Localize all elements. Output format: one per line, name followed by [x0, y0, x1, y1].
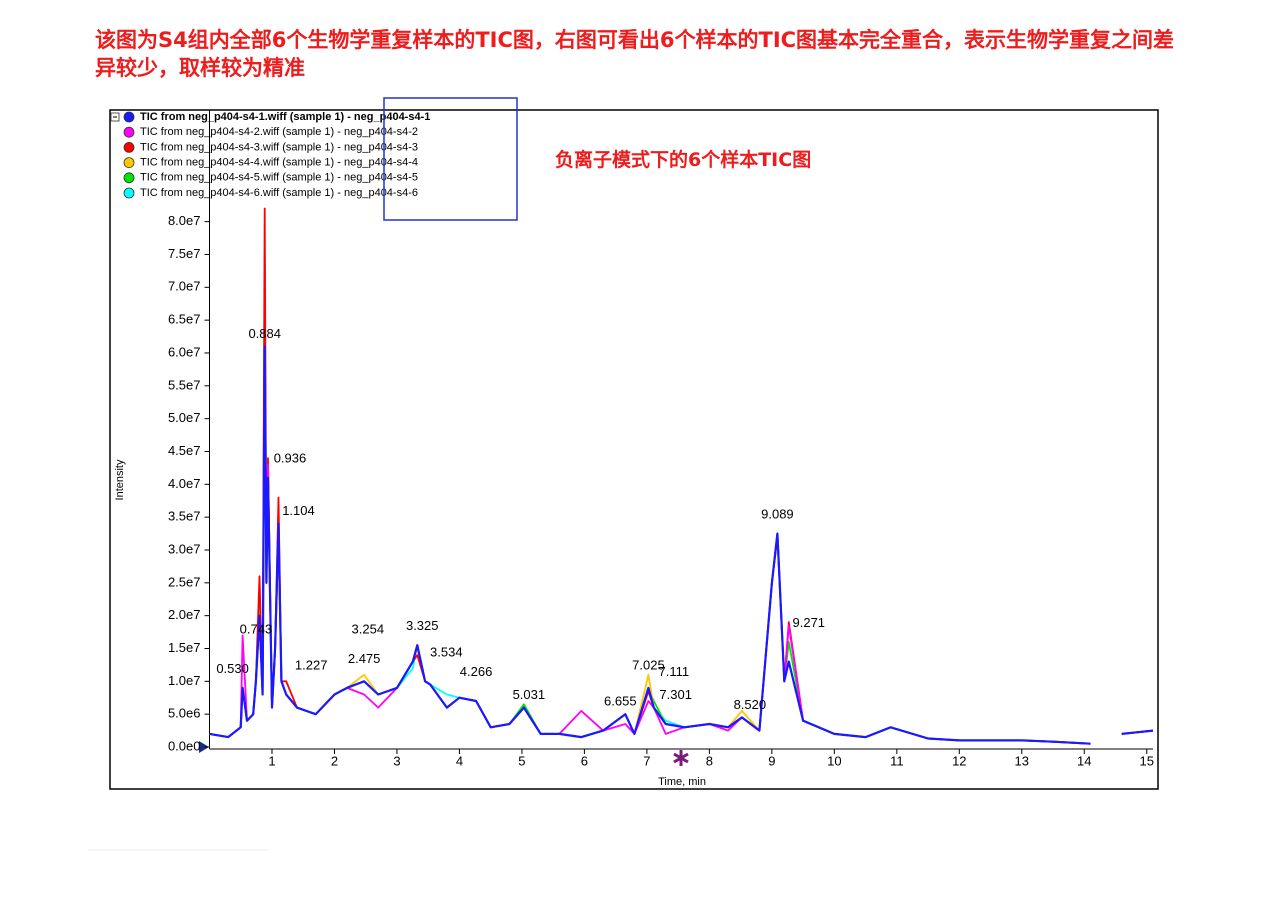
legend-text: TIC from neg_p404-s4-5.wiff (sample 1) -… [140, 172, 418, 184]
peak-label: 7.025 [632, 657, 665, 672]
x-tick-label: 5 [518, 753, 525, 768]
note: 该图为S4组内全部6个生物学重复样本的TIC图，右图可看出6个样本的TIC图基本… [95, 28, 1175, 80]
y-tick-label: 2.0e7 [168, 607, 201, 622]
legend-text: TIC from neg_p404-s4-1.wiff (sample 1) -… [140, 111, 430, 123]
legend-swatch [123, 187, 135, 199]
legend-swatch [123, 126, 135, 138]
y-tick-label: 4.0e7 [168, 476, 201, 491]
y-tick-label: 6.0e7 [168, 344, 201, 359]
peak-label: 0.936 [274, 451, 307, 466]
x-tick-label: 11 [890, 753, 904, 768]
x-tick-label: 14 [1077, 753, 1091, 768]
series-line [209, 345, 1154, 745]
frame [109, 109, 1159, 790]
y-tick-label: 3.0e7 [168, 541, 201, 556]
x-tick-label: 10 [827, 753, 841, 768]
x-tick-label: 15 [1140, 753, 1154, 768]
peak-label: 4.266 [460, 664, 493, 679]
y-tick-label: 3.5e7 [168, 509, 201, 524]
y-tick-label: 0.0e0 [168, 738, 201, 753]
peak-label: 0.743 [240, 621, 273, 636]
peak-label: 6.655 [604, 694, 637, 709]
x-tick-label: 7 [643, 753, 650, 768]
peak-label: 3.325 [406, 618, 439, 633]
legend-text: TIC from neg_p404-s4-6.wiff (sample 1) -… [140, 187, 418, 199]
legend-text: TIC from neg_p404-s4-2.wiff (sample 1) -… [140, 126, 418, 138]
legend-text: TIC from neg_p404-s4-4.wiff (sample 1) -… [140, 157, 418, 169]
x-tick-label: 9 [768, 753, 775, 768]
peak-label: 7.301 [659, 687, 692, 702]
legend-swatch [123, 111, 135, 123]
y-tick-label: 7.5e7 [168, 246, 201, 261]
legend-highlight [383, 97, 518, 221]
peak-label: 3.534 [430, 644, 463, 659]
y-tick-label: 4.5e7 [168, 443, 201, 458]
y-tick-label: 8.0e7 [168, 213, 201, 228]
legend-swatch [123, 172, 135, 184]
peak-label: 2.475 [348, 651, 381, 666]
y-tick-label: 5.0e7 [168, 410, 201, 425]
peak-label: 9.089 [761, 506, 794, 521]
y-tick-label: 1.5e7 [168, 640, 201, 655]
peak-label: 8.520 [734, 697, 767, 712]
x-tick-label: 13 [1015, 753, 1029, 768]
y-tick-label: 6.5e7 [168, 312, 201, 327]
peak-label: 1.104 [282, 503, 315, 518]
y-tick-label: 7.0e7 [168, 279, 201, 294]
peak-label: 5.031 [513, 687, 546, 702]
x-tick-label: 2 [331, 753, 338, 768]
x-axis-label: Time, min [658, 776, 706, 788]
x-tick-label: 12 [952, 753, 966, 768]
x-tick-label: 8 [706, 753, 713, 768]
y-tick-label: 1.0e7 [168, 673, 201, 688]
y-tick-label: 5.5e7 [168, 377, 201, 392]
peak-label: 0.530 [216, 661, 249, 676]
peak-label: 7.111 [659, 664, 690, 679]
legend-swatch [123, 141, 135, 153]
y-tick-label: 5.0e6 [168, 706, 201, 721]
legend-swatch [123, 157, 135, 169]
x-tick-label: 6 [581, 753, 588, 768]
x-tick-label: 1 [268, 753, 275, 768]
y-tick-label: 2.5e7 [168, 574, 201, 589]
chart-title: 负离子模式下的6个样本TIC图 [555, 149, 812, 171]
peak-label: 9.271 [793, 615, 826, 630]
series-line [209, 319, 1154, 745]
peak-label: 0.884 [248, 326, 281, 341]
axis-arrow [199, 741, 209, 753]
legend-text: TIC from neg_p404-s4-3.wiff (sample 1) -… [140, 141, 418, 153]
y-axis-label: Intensity [114, 459, 126, 500]
peak-label: 1.227 [295, 657, 328, 672]
marker-asterisk [673, 750, 689, 766]
peak-label: 3.254 [352, 621, 385, 636]
x-tick-label: 4 [456, 753, 463, 768]
x-tick-label: 3 [393, 753, 400, 768]
